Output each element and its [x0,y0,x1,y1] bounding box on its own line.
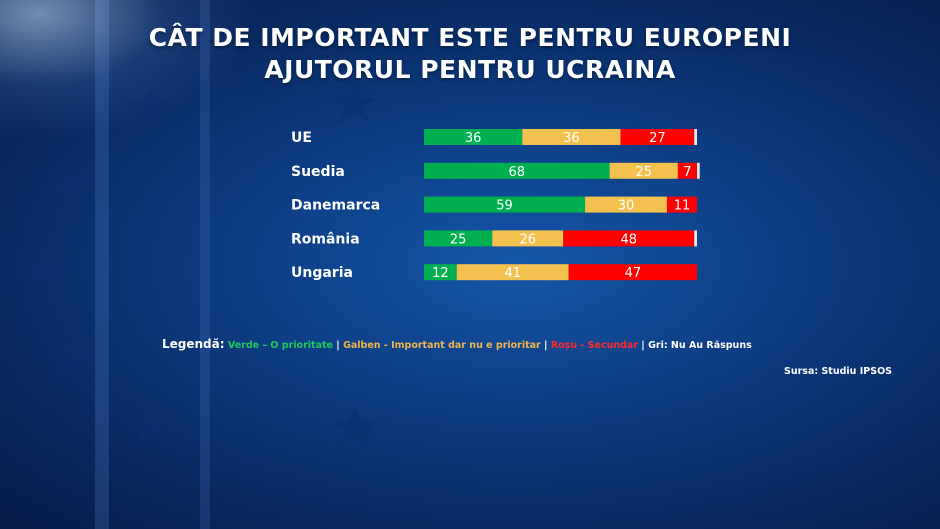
bar-segment-green [424,230,493,247]
background-glow [0,0,260,140]
bar-segment-green [424,162,610,179]
bar-segment-green [424,196,586,213]
data-label: 26 [519,232,536,247]
data-label: 30 [618,199,635,214]
category-label: UE [291,130,312,146]
bar-segment-red [677,162,697,179]
bar-segment-grey [694,129,697,145]
chart-title-line-2: AJUTORUL PENTRU UCRAINA [264,55,676,84]
data-label: 59 [496,199,513,214]
bar-segment-yellow [492,230,564,247]
bar-segment-green [424,264,457,281]
data-label: 47 [625,266,642,281]
bar-segment-red [568,264,697,281]
data-label: 36 [563,131,580,146]
bar-segment-green [424,129,523,145]
bar-segment-yellow [522,129,621,145]
category-label: Ungaria [291,265,353,281]
bar-segment-red [620,129,695,145]
data-label: 25 [450,232,467,247]
bar-segment-grey [694,230,697,247]
legend-separator: | [332,340,344,351]
legend-separator: | [540,340,551,351]
legend-grey: | Gri: Nu Au Răspuns [638,340,752,351]
chart-title-line-1: CÂT DE IMPORTANT ESTE PENTRU EUROPENI [148,23,792,52]
legend-red: Roșu - Secundar [550,340,638,351]
background-light-stripe [200,0,210,529]
data-label: 27 [649,131,666,146]
data-label: 11 [674,199,691,214]
bar-segment-yellow [585,196,667,213]
bar-segment-red [563,230,695,247]
data-label: 12 [432,266,449,281]
bar-segment-grey [697,162,700,179]
source-note: Sursa: Studiu IPSOS [784,366,892,377]
bar-segment-yellow [456,264,569,281]
chart-title: CÂT DE IMPORTANT ESTE PENTRU EUROPENI AJ… [120,22,820,86]
category-label: România [291,231,360,247]
data-label: 7 [683,165,691,180]
bar-segment-red [666,196,697,213]
legend: Legendă: Verde – O prioritate | Galben -… [162,337,752,351]
legend-label: Legendă: [162,337,225,351]
data-label: 41 [504,266,521,281]
legend-green: Verde – O prioritate [227,340,333,351]
data-label: 68 [509,165,526,180]
category-label: Suedia [291,164,345,180]
category-label: Danemarca [291,198,380,214]
legend-yellow: Galben - Important dar nu e prioritar [343,340,541,351]
data-label: 48 [620,232,637,247]
bar-segment-yellow [609,162,678,179]
data-label: 36 [465,131,482,146]
data-label: 25 [635,165,652,180]
